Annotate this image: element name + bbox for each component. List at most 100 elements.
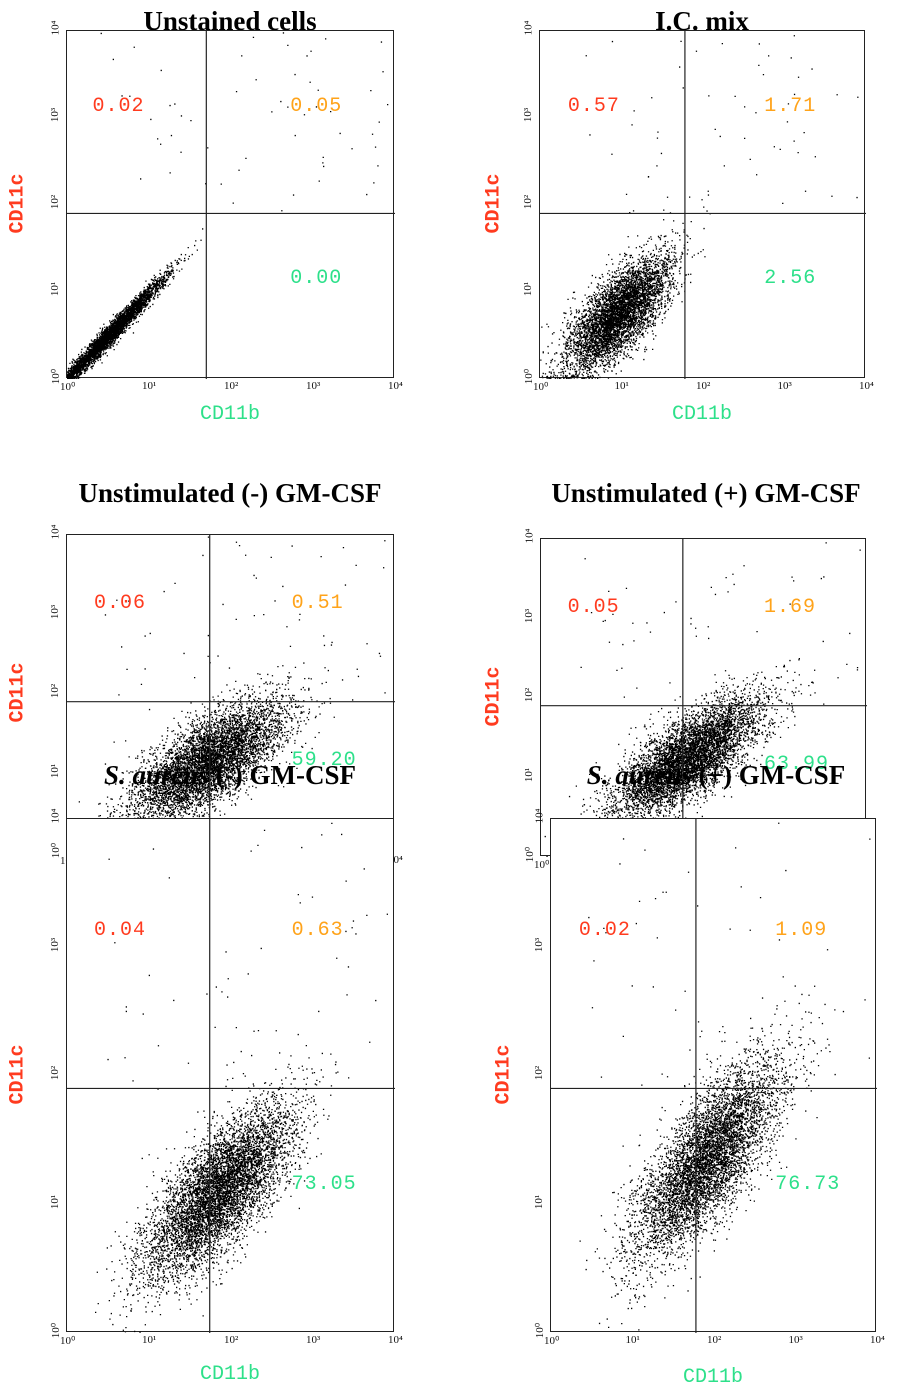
quadrant-upper-right-value: 1.69: [764, 596, 817, 620]
panel-title: Unstimulated (-) GM-CSF: [40, 478, 420, 509]
y-axis-label: CD11c: [482, 173, 506, 234]
y-tick-label: 10³: [49, 604, 62, 619]
panel-title-text: Unstimulated (-) GM-CSF: [78, 478, 382, 508]
y-tick-label: 10¹: [49, 281, 62, 297]
plot-area: [66, 30, 395, 379]
y-tick-label: 10²: [49, 194, 62, 210]
x-tick-label: 10³: [777, 380, 792, 392]
scatter-svg: [67, 535, 395, 853]
y-axis-label: CD11c: [6, 1044, 30, 1105]
y-tick-label: 10²: [522, 194, 535, 210]
quadrant-lower-right-value: 63.99: [764, 753, 830, 777]
x-tick-label: 10⁴: [859, 380, 874, 392]
plot-area: [539, 30, 866, 379]
y-tick-label: 10¹: [522, 281, 535, 297]
event-dots: [67, 32, 389, 379]
y-tick-label: 10²: [533, 1065, 546, 1081]
scatter-svg: [67, 819, 395, 1333]
x-tick-label: 10⁴: [388, 380, 403, 392]
quadrant-upper-left-value: 0.05: [567, 596, 620, 620]
panel-title-text: (+) GM-CSF: [698, 760, 846, 790]
x-tick-label: 10¹: [614, 380, 629, 392]
x-tick-label: 10⁰: [60, 1335, 76, 1347]
x-tick-label: 10²: [224, 1334, 239, 1346]
x-tick-label: 10³: [306, 380, 321, 392]
event-dots: [579, 822, 871, 1331]
quadrant-upper-left-value: 0.57: [567, 94, 620, 118]
y-tick-label: 10⁰: [50, 842, 63, 859]
y-tick-label: 10³: [523, 608, 536, 623]
quadrant-upper-left-value: 0.02: [92, 94, 145, 118]
y-tick-label: 10⁴: [49, 524, 62, 540]
quadrant-upper-left-value: 0.06: [93, 592, 146, 616]
y-tick-label: 10⁴: [49, 20, 62, 36]
y-tick-label: 10⁴: [523, 528, 536, 544]
y-tick-label: 10²: [49, 1065, 62, 1081]
x-tick-label: 10⁰: [534, 859, 550, 871]
quadrant-upper-right-value: 0.63: [291, 919, 344, 943]
quadrant-lower-right-value: 2.56: [764, 266, 817, 290]
quadrant-lower-right-value: 59.20: [291, 749, 357, 773]
y-tick-label: 10¹: [49, 763, 62, 778]
x-tick-label: 10²: [707, 1334, 722, 1346]
x-tick-label: 10⁰: [533, 381, 549, 393]
x-tick-label: 10²: [224, 380, 239, 392]
x-tick-label: 10¹: [625, 1334, 640, 1346]
plot-area: [66, 534, 395, 853]
y-axis-label: CD11c: [492, 1044, 516, 1105]
y-tick-label: 10⁰: [50, 1322, 63, 1339]
quadrant-upper-left-value: 0.04: [93, 919, 146, 943]
x-tick-label: 10²: [696, 380, 711, 392]
plot-area: [66, 818, 395, 1333]
scatter-svg: [551, 819, 877, 1333]
x-tick-label: 10⁰: [60, 381, 76, 393]
quadrant-upper-right-value: 1.09: [775, 919, 828, 943]
y-tick-label: 10⁴: [522, 20, 535, 36]
x-tick-label: 10⁴: [388, 1334, 403, 1346]
quadrant-lower-right-value: 76.73: [775, 1173, 841, 1197]
quadrant-upper-right-value: 0.51: [291, 592, 344, 616]
plot-area: [550, 818, 877, 1333]
y-tick-label: 10³: [49, 937, 62, 952]
quadrant-upper-right-value: 1.71: [764, 94, 817, 118]
scatter-svg: [541, 539, 867, 857]
y-tick-label: 10⁰: [524, 846, 537, 863]
plot-area: [540, 538, 867, 857]
x-tick-label: 10⁴: [870, 1334, 885, 1346]
x-axis-label: CD11b: [199, 403, 260, 426]
x-tick-label: 10⁰: [544, 1335, 560, 1347]
panel-title-organism: S. aureus: [586, 760, 692, 790]
scatter-svg: [67, 31, 395, 379]
panel-title-text: (-) GM-CSF: [215, 760, 356, 790]
y-tick-label: 10¹: [49, 1194, 62, 1209]
event-dots: [67, 536, 386, 853]
scatter-svg: [540, 31, 866, 379]
y-tick-label: 10⁰: [523, 368, 536, 385]
quadrant-upper-right-value: 0.05: [290, 94, 343, 118]
panel-title: S. aureus (-) GM-CSF: [66, 760, 394, 791]
panel-title: Unstimulated (+) GM-CSF: [516, 478, 896, 509]
y-tick-label: 10³: [522, 107, 535, 123]
y-tick-label: 10¹: [533, 1194, 546, 1209]
x-tick-label: 10¹: [142, 1334, 157, 1346]
y-tick-label: 10³: [533, 937, 546, 952]
y-axis-label: CD11c: [6, 173, 30, 234]
x-axis-label: CD11b: [682, 1366, 743, 1389]
event-dots: [540, 35, 859, 379]
y-tick-label: 10⁰: [534, 1322, 547, 1339]
event-dots: [95, 822, 395, 1333]
quadrant-upper-left-value: 0.02: [578, 919, 631, 943]
event-dots: [544, 542, 861, 857]
quadrant-lower-right-value: 73.05: [291, 1173, 357, 1197]
x-tick-label: 10¹: [142, 380, 157, 392]
y-axis-label: CD11c: [482, 666, 506, 727]
quadrant-lower-right-value: 0.00: [290, 266, 343, 290]
y-tick-label: 10⁰: [50, 368, 63, 385]
y-tick-label: 10²: [49, 683, 62, 699]
y-tick-label: 10³: [49, 107, 62, 123]
x-axis-label: CD11b: [671, 403, 732, 426]
y-axis-label: CD11c: [6, 662, 30, 723]
x-tick-label: 10³: [306, 1334, 321, 1346]
panel-title: S. aureus (+) GM-CSF: [526, 760, 900, 791]
y-tick-label: 10⁴: [533, 808, 546, 824]
